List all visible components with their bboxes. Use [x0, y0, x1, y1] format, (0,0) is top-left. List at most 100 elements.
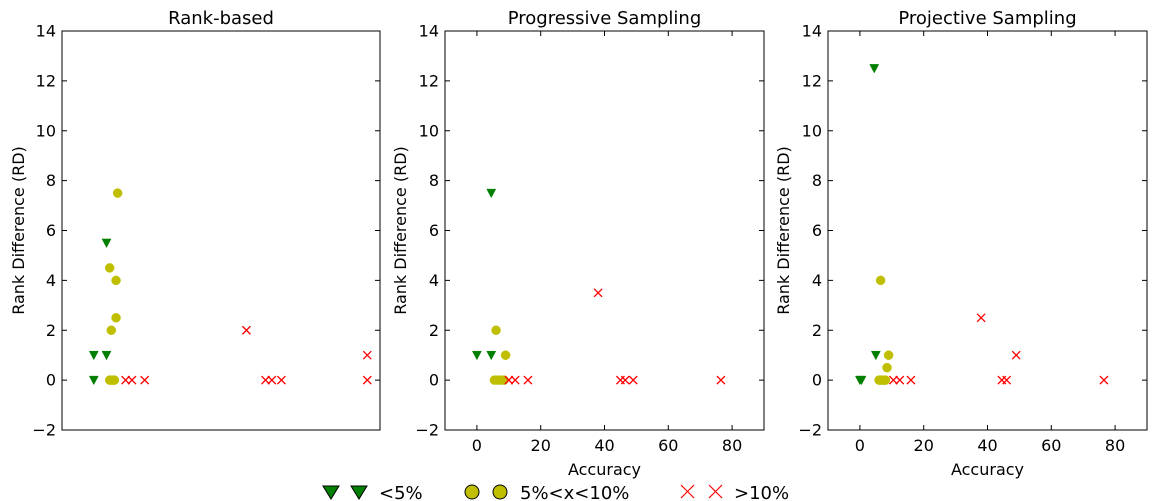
data-point-triangle [870, 350, 881, 361]
x-tick-label: 20 [531, 436, 551, 455]
x-tick-label: 40 [977, 436, 997, 455]
y-tick-label: 10 [419, 121, 439, 140]
data-point-circle [491, 325, 501, 335]
y-tick-label: 12 [419, 71, 439, 90]
y-tick-label: 6 [46, 221, 56, 240]
data-point-x [523, 375, 533, 385]
y-tick-label: 12 [36, 71, 56, 90]
data-point-circle [880, 375, 891, 385]
data-point-circle [882, 362, 892, 373]
x-axis-label: Accuracy [951, 460, 1024, 479]
y-tick-label: 4 [812, 271, 822, 290]
legend-item-lt5: <5% [322, 483, 423, 501]
data-point-x [628, 375, 638, 385]
chart-title: Progressive Sampling [508, 8, 702, 29]
y-tick-label: 2 [46, 321, 56, 340]
data-point-circle [112, 188, 123, 198]
y-tick-label: 8 [812, 171, 822, 190]
data-point-triangle [486, 188, 497, 199]
x-tick-label: 60 [1041, 436, 1061, 455]
x-tick-label: 0 [855, 436, 865, 455]
x-tick-label: 0 [472, 436, 482, 455]
x-tick-label: 20 [914, 436, 934, 455]
data-point-x [267, 375, 277, 385]
data-point-x [241, 325, 251, 335]
circle-icon [492, 484, 508, 500]
y-tick-label: 6 [429, 221, 439, 240]
x-tick-label: 40 [594, 436, 614, 455]
data-point-x [888, 375, 898, 385]
plot-frame [444, 30, 765, 431]
data-point-circle [883, 350, 894, 360]
data-point-triangle [101, 350, 112, 361]
data-point-circle [111, 275, 121, 286]
plot-frame [61, 30, 381, 431]
panel-progressive-sampling: Progressive Sampling Rank Difference (RD… [391, 8, 765, 479]
data-point-x [510, 375, 520, 385]
data-point-circle [109, 375, 120, 385]
data-point-x [1099, 375, 1109, 385]
y-tick-label: 8 [46, 171, 56, 190]
y-tick-label: 0 [429, 371, 439, 390]
data-point-x [140, 375, 150, 385]
data-point-triangle [471, 350, 482, 361]
data-point-x [976, 313, 986, 323]
data-point-x [593, 288, 603, 298]
legend-item-5to10: 5%<x<10% [464, 483, 629, 501]
chart-title: Projective Sampling [898, 8, 1076, 29]
data-point-circle [106, 325, 117, 335]
data-point-triangle [869, 64, 880, 74]
y-tick-label: 0 [812, 371, 822, 390]
y-axis-label: Rank Difference (RD) [9, 146, 28, 315]
y-tick-label: 4 [46, 271, 56, 290]
y-tick-label: −2 [415, 421, 439, 440]
triangle-down-icon [350, 485, 368, 500]
data-point-x [1011, 350, 1021, 360]
x-tick-label: 80 [722, 436, 742, 455]
x-icon [708, 484, 723, 499]
panel-rank-based: Rank-based Rank Difference (RD) −2 0 2 4 6 8 1… [9, 8, 381, 440]
data-point-circle [500, 350, 511, 360]
x-tick-label: 60 [658, 436, 678, 455]
y-axis-label: Rank Difference (RD) [391, 146, 410, 315]
y-tick-label: 2 [812, 321, 822, 340]
legend-item-gt10: >10% [680, 483, 789, 501]
y-tick-label: −2 [32, 421, 56, 440]
data-point-x [620, 375, 630, 385]
legend: <5% 5%<x<10% >10% [322, 483, 789, 501]
data-point-x [895, 375, 905, 385]
y-tick-label: 12 [802, 71, 822, 90]
y-tick-label: 2 [429, 321, 439, 340]
data-point-triangle [486, 350, 497, 361]
data-point-x [127, 375, 137, 385]
legend-label: 5%<x<10% [520, 483, 629, 501]
data-point-x [906, 375, 916, 385]
data-point-triangle [88, 350, 99, 361]
y-tick-label: 14 [419, 22, 439, 41]
y-tick-label: 10 [36, 121, 56, 140]
y-tick-label: 8 [429, 171, 439, 190]
x-tick-label: 80 [1105, 436, 1125, 455]
data-point-circle [499, 375, 509, 385]
data-point-circle [104, 263, 115, 273]
y-axis-label: Rank Difference (RD) [774, 146, 793, 315]
plot-frame [827, 30, 1148, 431]
data-point-x [362, 350, 372, 360]
x-icon [680, 484, 695, 499]
y-tick-label: −2 [798, 421, 822, 440]
data-point-circle [875, 275, 886, 286]
data-point-x [504, 375, 514, 385]
legend-label: >10% [734, 483, 789, 501]
y-tick-label: 14 [802, 22, 822, 41]
chart-title: Rank-based [168, 8, 274, 29]
triangle-down-icon [322, 485, 340, 500]
data-point-circle [111, 313, 121, 323]
data-point-x [1002, 375, 1012, 385]
y-tick-label: 14 [36, 22, 56, 41]
legend-label: <5% [379, 483, 423, 501]
y-tick-label: 0 [46, 371, 56, 390]
y-tick-label: 6 [812, 221, 822, 240]
circle-icon [464, 484, 480, 500]
y-tick-label: 4 [429, 271, 439, 290]
